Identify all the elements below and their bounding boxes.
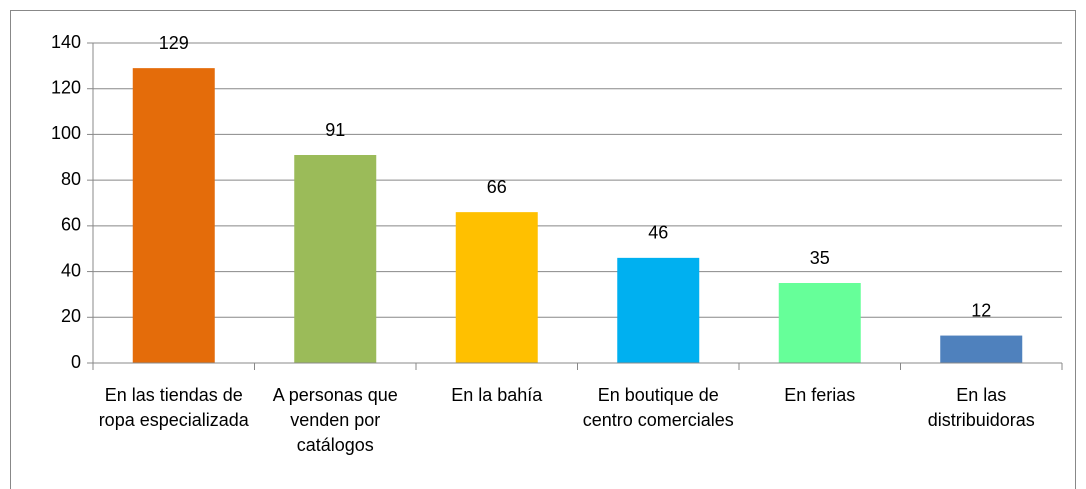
y-tick-label: 120 [51,77,81,97]
y-tick-label: 60 [61,215,81,235]
data-label: 46 [648,223,668,243]
bar [132,68,215,364]
x-tick-label: En las distribuidoras [927,385,1035,430]
y-tick-label: 40 [61,260,81,280]
bar [294,155,377,363]
x-tick-label: A personas que venden por catálogos [272,385,398,455]
x-tick-label: En boutique de centro comerciales [582,385,734,430]
data-label: 66 [487,177,507,197]
data-label: 91 [325,120,345,140]
bar [455,212,538,363]
x-tick-label: En ferias [784,385,856,405]
y-tick-label: 140 [51,32,81,52]
x-tick-label: En la bahía [451,385,543,405]
y-tick-label: 100 [51,123,81,143]
y-tick-label: 0 [71,352,81,372]
y-tick-label: 20 [61,306,81,326]
data-label: 12 [971,300,991,320]
x-tick-label: En las tiendas de ropa especializada [98,385,249,430]
data-label: 35 [810,248,830,268]
y-tick-label: 80 [61,169,81,189]
bar [778,283,861,363]
data-label: 129 [159,33,189,53]
bar [940,335,1023,363]
bar [617,257,700,363]
